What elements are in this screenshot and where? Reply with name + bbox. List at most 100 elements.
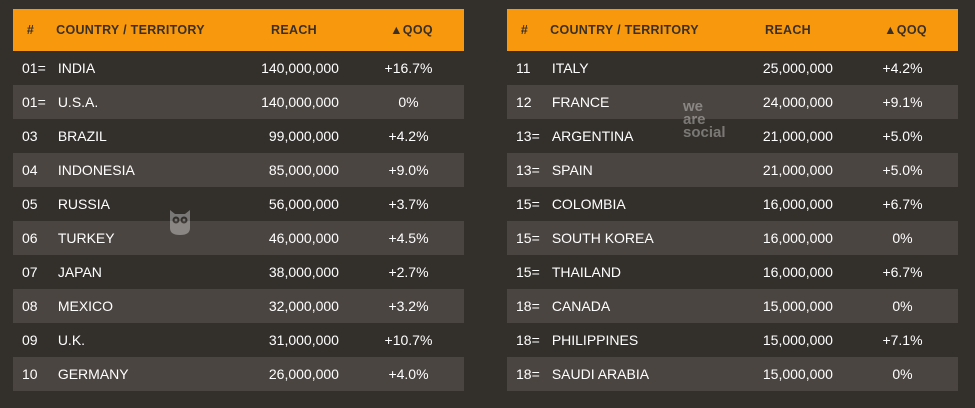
reach-cell: 16,000,000: [762, 230, 833, 246]
header-rank: #: [520, 23, 529, 37]
table-row: 13= SPAIN 21,000,000 +5.0%: [507, 153, 958, 187]
qoq-cell: +9.1%: [882, 94, 923, 110]
reach-cell: 15,000,000: [762, 332, 833, 348]
table-row: 09 U.K. 31,000,000 +10.7%: [13, 323, 464, 357]
header-country: COUNTRY / TERRITORY: [550, 23, 699, 37]
rank-cell: 15=: [516, 264, 540, 280]
country-cell: CANADA: [551, 298, 611, 314]
rank-cell: 13=: [516, 162, 540, 178]
rank-cell: 06: [22, 230, 38, 246]
header-country: COUNTRY / TERRITORY: [56, 23, 205, 37]
table-row: 15= THAILAND 16,000,000 +6.7%: [507, 255, 958, 289]
rank-cell: 15=: [516, 230, 540, 246]
qoq-cell: +7.1%: [882, 332, 923, 348]
reach-cell: 21,000,000: [762, 128, 833, 144]
table-row: 05 RUSSIA 56,000,000 +3.7%: [13, 187, 464, 221]
country-cell: SOUTH KOREA: [551, 230, 654, 246]
reach-cell: 140,000,000: [261, 94, 339, 110]
country-cell: FRANCE: [551, 94, 610, 110]
country-cell: THAILAND: [551, 264, 622, 280]
watermark-line-2: are: [683, 111, 706, 128]
country-cell: ARGENTINA: [551, 128, 634, 144]
rank-cell: 13=: [516, 128, 540, 144]
rank-cell: 18=: [516, 298, 540, 314]
rank-cell: 15=: [516, 196, 540, 212]
table-header: # COUNTRY / TERRITORY REACH ▲QOQ: [13, 9, 464, 51]
qoq-cell: +9.0%: [388, 162, 429, 178]
rank-cell: 09: [22, 332, 38, 348]
header-reach: REACH: [765, 23, 811, 37]
qoq-cell: +4.2%: [388, 128, 429, 144]
reach-cell: 32,000,000: [268, 298, 339, 314]
qoq-cell: +3.7%: [388, 196, 429, 212]
reach-cell: 15,000,000: [762, 366, 833, 382]
qoq-cell: +5.0%: [882, 128, 923, 144]
reach-cell: 16,000,000: [762, 196, 833, 212]
header-reach: REACH: [271, 23, 317, 37]
table-row: 07 JAPAN 38,000,000 +2.7%: [13, 255, 464, 289]
qoq-cell: +6.7%: [882, 264, 923, 280]
table-row: 10 GERMANY 26,000,000 +4.0%: [13, 357, 464, 391]
ranking-table-left: # COUNTRY / TERRITORY REACH ▲QOQ 01= INDI…: [13, 9, 464, 391]
qoq-cell: +4.5%: [388, 230, 429, 246]
rank-cell: 18=: [516, 332, 540, 348]
rank-cell: 07: [22, 264, 38, 280]
rank-cell: 03: [22, 128, 38, 144]
table-row: 18= CANADA 15,000,000 0%: [507, 289, 958, 323]
qoq-cell: +2.7%: [388, 264, 429, 280]
reach-cell: 140,000,000: [261, 60, 339, 76]
rank-cell: 01=: [22, 60, 46, 76]
country-cell: U.K.: [57, 332, 86, 348]
table-row: 06 TURKEY 46,000,000 +4.5%: [13, 221, 464, 255]
country-cell: TURKEY: [57, 230, 115, 246]
qoq-cell: +3.2%: [388, 298, 429, 314]
table-row: 15= COLOMBIA 16,000,000 +6.7%: [507, 187, 958, 221]
reach-cell: 56,000,000: [268, 196, 339, 212]
qoq-cell: +16.7%: [384, 60, 433, 76]
qoq-cell: 0%: [892, 366, 913, 382]
reach-cell: 26,000,000: [268, 366, 339, 382]
country-cell: RUSSIA: [57, 196, 110, 212]
watermark-line-3: social: [683, 124, 726, 141]
rank-cell: 12: [516, 94, 532, 110]
reach-cell: 46,000,000: [268, 230, 339, 246]
table-row: 03 BRAZIL 99,000,000 +4.2%: [13, 119, 464, 153]
country-cell: INDONESIA: [57, 162, 135, 178]
table-row: 15= SOUTH KOREA 16,000,000 0%: [507, 221, 958, 255]
rank-cell: 18=: [516, 366, 540, 382]
qoq-cell: +5.0%: [882, 162, 923, 178]
table-row: 13= ARGENTINA 21,000,000 +5.0%: [507, 119, 958, 153]
qoq-cell: 0%: [892, 230, 913, 246]
table-header: # COUNTRY / TERRITORY REACH ▲QOQ: [507, 9, 958, 51]
country-cell: PHILIPPINES: [551, 332, 639, 348]
table-row: 12 FRANCE 24,000,000 +9.1%: [507, 85, 958, 119]
reach-cell: 85,000,000: [268, 162, 339, 178]
owl-logo-icon: [168, 206, 192, 236]
rank-cell: 04: [22, 162, 38, 178]
rank-cell: 05: [22, 196, 38, 212]
qoq-cell: +4.2%: [882, 60, 923, 76]
reach-cell: 21,000,000: [762, 162, 833, 178]
country-cell: SAUDI ARABIA: [551, 366, 650, 382]
country-cell: ITALY: [551, 60, 589, 76]
rank-cell: 11: [516, 60, 531, 76]
rank-cell: 01=: [22, 94, 46, 110]
country-cell: SPAIN: [551, 162, 593, 178]
table-row: 08 MEXICO 32,000,000 +3.2%: [13, 289, 464, 323]
ranking-table-right: # COUNTRY / TERRITORY REACH ▲QOQ 11 ITALY…: [507, 9, 958, 391]
qoq-cell: +10.7%: [384, 332, 433, 348]
table-row: 18= SAUDI ARABIA 15,000,000 0%: [507, 357, 958, 391]
watermark-line-1: we: [683, 98, 704, 115]
country-cell: GERMANY: [57, 366, 129, 382]
reach-cell: 16,000,000: [762, 264, 833, 280]
country-cell: JAPAN: [57, 264, 102, 280]
table-row: 01= U.S.A. 140,000,000 0%: [13, 85, 464, 119]
table-row: 01= INDIA 140,000,000 +16.7%: [13, 51, 464, 85]
rank-cell: 10: [22, 366, 38, 382]
country-cell: MEXICO: [57, 298, 114, 314]
qoq-cell: +4.0%: [388, 366, 429, 382]
qoq-cell: 0%: [892, 298, 913, 314]
reach-cell: 99,000,000: [268, 128, 339, 144]
qoq-cell: 0%: [398, 94, 419, 110]
we-are-social-watermark: we are social: [683, 98, 726, 141]
